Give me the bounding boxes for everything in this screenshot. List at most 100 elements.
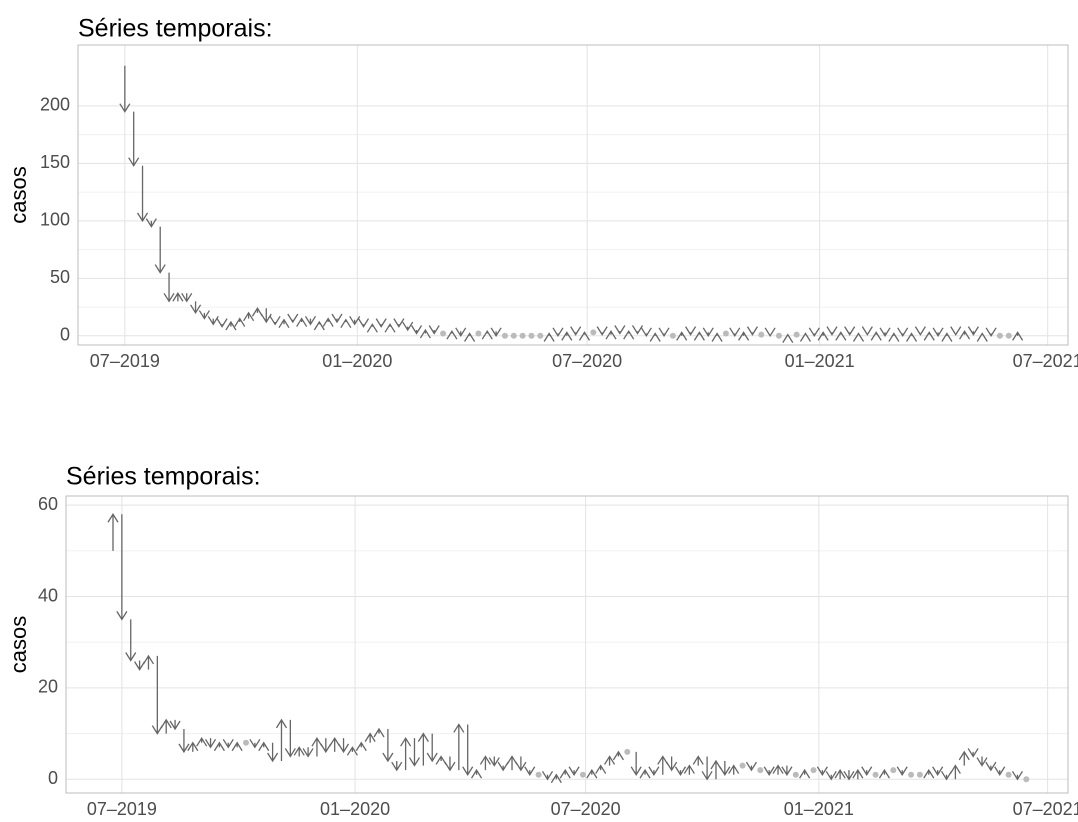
change-arrow (976, 332, 988, 342)
flat-point (722, 330, 729, 337)
change-arrow (541, 770, 554, 781)
change-arrow (435, 755, 447, 765)
change-arrow (568, 766, 580, 776)
change-arrow (852, 768, 864, 780)
change-arrow (835, 331, 847, 341)
change-arrow (400, 736, 412, 771)
change-arrow (269, 315, 281, 326)
flat-point (1005, 332, 1012, 339)
flat-point (810, 767, 817, 774)
flat-point (793, 331, 800, 338)
x-tick-label: 07–2019 (90, 351, 160, 371)
change-arrow (275, 718, 288, 762)
change-arrow (719, 761, 731, 776)
change-arrow (249, 738, 261, 749)
change-arrow (426, 733, 438, 763)
change-arrow (169, 719, 181, 731)
change-arrow (702, 327, 714, 338)
change-arrow (914, 326, 926, 336)
change-arrow (923, 768, 935, 779)
change-arrow (674, 766, 687, 776)
change-arrow (172, 292, 184, 302)
change-arrow (471, 768, 483, 779)
change-arrow (213, 741, 225, 752)
change-arrow (728, 764, 740, 775)
change-arrow (614, 325, 626, 335)
change-arrow (490, 327, 502, 338)
change-arrow (666, 756, 678, 772)
change-arrow (905, 332, 918, 342)
change-arrow (125, 619, 137, 662)
change-arrow (515, 756, 527, 772)
change-arrow (826, 326, 838, 336)
change-arrow (382, 729, 394, 763)
flat-point (501, 332, 508, 339)
change-arrow (834, 768, 846, 780)
change-arrow (958, 750, 970, 766)
change-arrow (234, 317, 246, 327)
flat-point (996, 332, 1003, 339)
change-arrow (357, 318, 370, 328)
change-arrow (366, 323, 378, 333)
change-arrow (216, 318, 228, 328)
flat-point (440, 330, 447, 337)
chart-title: Séries temporais: (78, 15, 273, 43)
change-arrow (160, 718, 172, 734)
change-arrow (683, 764, 695, 775)
change-arrow (267, 742, 279, 763)
x-tick-label: 01–2021 (784, 799, 854, 819)
change-arrow (623, 329, 635, 340)
change-arrow (453, 723, 465, 771)
change-arrow (976, 756, 988, 767)
flat-point (475, 330, 482, 337)
change-arrow (455, 327, 467, 338)
change-arrow (231, 741, 243, 752)
change-arrow (296, 317, 308, 327)
flat-point (537, 332, 544, 339)
change-arrow (605, 329, 617, 340)
flat-point (535, 771, 542, 778)
change-arrow (393, 318, 405, 328)
change-arrow (764, 327, 776, 338)
change-arrow (119, 65, 131, 113)
change-arrow (311, 736, 323, 757)
x-tick-label: 01–2021 (785, 351, 855, 371)
change-arrow (260, 308, 272, 324)
change-arrow (304, 315, 317, 326)
change-arrow (373, 727, 385, 738)
change-arrow (932, 327, 944, 338)
change-arrow (825, 770, 837, 781)
change-arrow (302, 747, 314, 758)
change-arrow (340, 318, 352, 329)
change-arrow (612, 750, 624, 761)
y-tick-label: 150 (40, 152, 70, 172)
change-arrow (550, 773, 562, 784)
y-tick-label: 40 (38, 585, 58, 605)
y-tick-label: 100 (40, 210, 70, 230)
change-arrow (817, 331, 829, 341)
chart-title: Séries temporais: (66, 463, 261, 491)
change-arrow (843, 770, 855, 781)
change-arrow (243, 311, 255, 322)
flat-point (775, 332, 782, 339)
change-arrow (932, 766, 944, 776)
y-tick-label: 0 (48, 768, 58, 788)
change-arrow (444, 756, 456, 772)
change-arrow (861, 766, 873, 776)
change-arrow (701, 756, 713, 781)
change-arrow (543, 332, 555, 342)
y-tick-label: 50 (50, 267, 70, 287)
change-arrow (692, 755, 704, 766)
change-arrow (639, 768, 651, 779)
change-arrow (658, 327, 670, 338)
change-arrow (329, 736, 341, 752)
change-arrow (941, 332, 953, 342)
change-arrow (428, 325, 440, 335)
flat-point (510, 332, 517, 339)
change-arrow (630, 751, 642, 776)
change-arrow (136, 165, 149, 223)
change-arrow (763, 766, 775, 776)
change-arrow (116, 514, 128, 621)
change-arrow (870, 331, 882, 341)
y-tick-label: 200 (40, 95, 70, 115)
